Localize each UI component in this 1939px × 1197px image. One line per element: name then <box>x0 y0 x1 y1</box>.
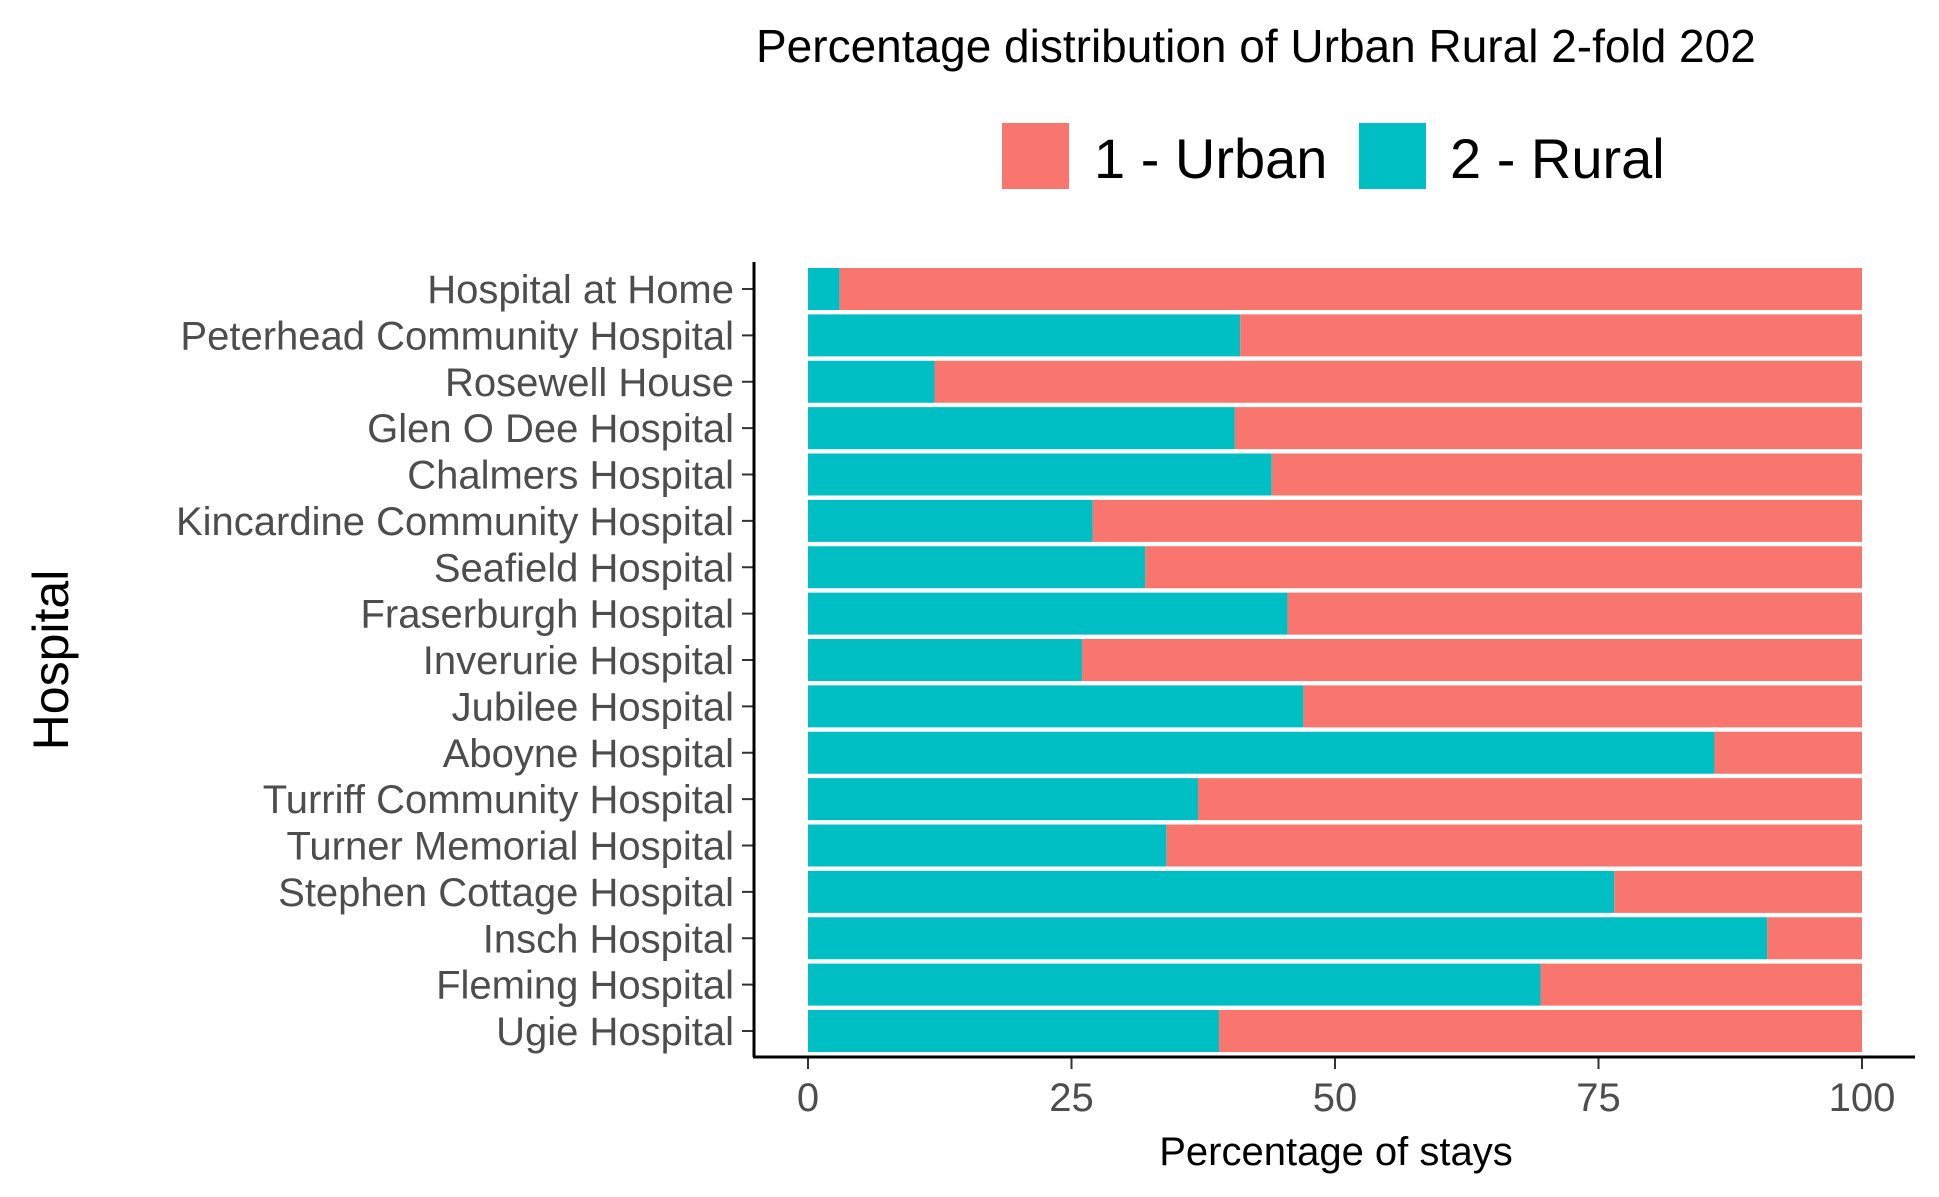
category-label: Aboyne Hospital <box>443 732 734 776</box>
bar-rural-16 <box>808 1010 1220 1052</box>
chart-title: Percentage distribution of Urban Rural 2… <box>756 20 1756 72</box>
bar-rural-14 <box>808 917 1768 960</box>
category-label: Fraserburgh Hospital <box>361 593 735 637</box>
bar-urban-14 <box>1767 917 1862 960</box>
bar-urban-2 <box>934 360 1862 403</box>
bar-urban-4 <box>1271 453 1862 496</box>
bar-urban-11 <box>1197 778 1862 821</box>
bar-urban-1 <box>1240 314 1862 357</box>
x-axis-title: Percentage of stays <box>1159 1130 1513 1174</box>
bar-rural-11 <box>808 778 1198 821</box>
bar-urban-10 <box>1714 731 1862 774</box>
x-tick-label: 75 <box>1576 1076 1621 1120</box>
legend-swatch-urban <box>1002 123 1069 189</box>
category-label: Turner Memorial Hospital <box>286 825 734 869</box>
category-label: Fleming Hospital <box>436 964 734 1008</box>
bar-urban-6 <box>1145 546 1862 589</box>
bar-rural-12 <box>808 824 1167 867</box>
bar-urban-8 <box>1082 639 1862 681</box>
bar-rural-6 <box>808 546 1146 589</box>
bar-urban-0 <box>839 268 1862 310</box>
x-axis-ticks: 0 25 50 75 100 <box>797 1057 1896 1120</box>
y-axis-ticks <box>742 288 754 1032</box>
category-label: Glen O Dee Hospital <box>367 407 734 451</box>
category-label: Ugie Hospital <box>496 1010 734 1054</box>
bar-rural-9 <box>808 685 1304 728</box>
y-axis-title: Hospital <box>23 570 79 751</box>
category-label: Stephen Cottage Hospital <box>278 871 734 915</box>
x-tick-label: 100 <box>1829 1076 1896 1120</box>
bar-urban-9 <box>1303 685 1862 728</box>
category-label: Peterhead Community Hospital <box>180 314 734 358</box>
bar-urban-15 <box>1540 963 1862 1006</box>
legend-label-rural: 2 - Rural <box>1450 127 1665 190</box>
bar-urban-5 <box>1092 499 1862 542</box>
category-label: Seafield Hospital <box>434 546 734 590</box>
bar-rural-13 <box>808 870 1615 913</box>
category-label: Turriff Community Hospital <box>263 778 734 822</box>
bar-rural-1 <box>808 314 1241 357</box>
category-label: Rosewell House <box>445 361 734 405</box>
bar-urban-3 <box>1234 407 1862 450</box>
bar-urban-7 <box>1287 592 1862 635</box>
bar-rural-0 <box>808 268 840 310</box>
x-tick-label: 50 <box>1313 1076 1358 1120</box>
bar-rural-10 <box>808 731 1715 774</box>
category-label: Kincardine Community Hospital <box>176 500 734 544</box>
bar-urban-13 <box>1614 870 1862 913</box>
category-label: Insch Hospital <box>483 917 734 961</box>
category-label: Chalmers Hospital <box>407 454 734 498</box>
legend: 1 - Urban 2 - Rural <box>1002 123 1665 190</box>
x-tick-label: 25 <box>1049 1076 1094 1120</box>
bar-rural-7 <box>808 592 1288 635</box>
category-label: Hospital at Home <box>427 268 734 312</box>
category-label: Jubilee Hospital <box>452 685 734 729</box>
bar-rural-8 <box>808 639 1083 681</box>
plot-bars <box>808 268 1862 1052</box>
bar-rural-3 <box>808 407 1235 450</box>
bar-rural-2 <box>808 360 935 403</box>
x-tick-label: 0 <box>797 1076 819 1120</box>
category-label: Inverurie Hospital <box>423 639 734 683</box>
legend-swatch-rural <box>1359 123 1426 189</box>
bar-urban-16 <box>1219 1010 1862 1052</box>
legend-label-urban: 1 - Urban <box>1094 127 1327 190</box>
bar-urban-12 <box>1166 824 1862 867</box>
bar-rural-5 <box>808 499 1093 542</box>
bar-rural-4 <box>808 453 1272 496</box>
bar-rural-15 <box>808 963 1541 1006</box>
